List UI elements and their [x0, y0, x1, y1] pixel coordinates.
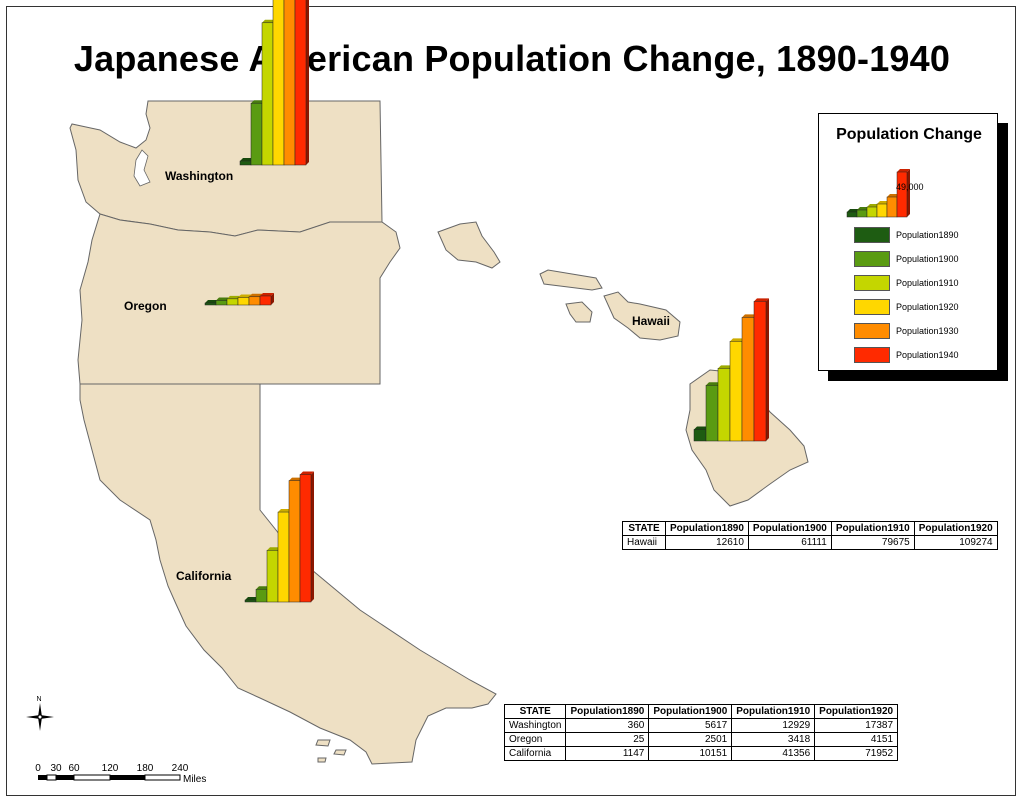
- table-header-cell: Population1910: [830, 521, 915, 536]
- legend-swatch: [854, 275, 890, 291]
- legend-sample-bars: [846, 169, 910, 218]
- legend-label: Population1940: [896, 350, 959, 360]
- kauai-island: [437, 221, 501, 269]
- table-row: Hawaii 12610 61111 79675 109274: [622, 535, 998, 550]
- table-cell: 1147: [565, 746, 650, 761]
- legend-item-1890: Population1890: [854, 227, 959, 243]
- table-cell-state: Washington: [503, 718, 567, 733]
- legend-sample-bar: [896, 169, 910, 218]
- table-cell-state: Hawaii: [622, 535, 666, 550]
- channel-island: [315, 739, 331, 747]
- table-header-cell: Population1920: [814, 704, 899, 719]
- north-arrow-icon: N: [26, 696, 54, 731]
- table-cell: 12929: [731, 718, 816, 733]
- scale-bar: 0 30 60 120 180 240 Miles: [35, 763, 206, 785]
- legend-swatch: [854, 227, 890, 243]
- table-cell: 4151: [814, 732, 899, 747]
- legend-swatch: [854, 251, 890, 267]
- hawaii-bar-chart: [693, 298, 769, 442]
- table-cell: 360: [565, 718, 650, 733]
- california-bar-chart: [244, 471, 314, 603]
- scale-tick-label: 60: [68, 763, 80, 774]
- scale-tick-label: 30: [50, 763, 62, 774]
- hawaii-label: Hawaii: [632, 314, 670, 328]
- legend-label: Population1910: [896, 278, 959, 288]
- map-title: Japanese American Population Change, 189…: [73, 38, 951, 79]
- compass-north-label: N: [36, 696, 41, 703]
- legend-swatch: [854, 347, 890, 363]
- table-header-cell: Population1890: [565, 704, 650, 719]
- table-cell: 3418: [731, 732, 816, 747]
- california-label: California: [176, 569, 232, 583]
- legend-sample-chart: [846, 169, 910, 218]
- table-cell: 79675: [830, 535, 915, 550]
- scale-unit: Miles: [183, 774, 206, 785]
- map-frame: [6, 6, 1016, 796]
- table-header-cell: Population1900: [648, 704, 733, 719]
- bar-oregon-5: [259, 292, 274, 306]
- table-cell-state: California: [503, 746, 567, 761]
- scale-tick-label: 180: [137, 763, 154, 774]
- legend-label: Population1900: [896, 254, 959, 264]
- mainland-population-table: STATE Population1890 Population1900 Popu…: [503, 704, 899, 761]
- table-cell: 25: [565, 732, 650, 747]
- legend-panel: Population Change 49,000 Population1890 …: [818, 113, 998, 371]
- table-header-cell: Population1890: [665, 521, 749, 536]
- legend-item-1940: Population1940: [854, 347, 959, 363]
- table-cell: 2501: [648, 732, 733, 747]
- table-cell: 109274: [913, 535, 998, 550]
- table-header-row: STATE Population1890 Population1900 Popu…: [503, 704, 899, 719]
- legend-label: Population1920: [896, 302, 959, 312]
- table-header-row: STATE Population1890 Population1900 Popu…: [622, 521, 998, 536]
- legend-title: Population Change: [836, 126, 982, 143]
- table-cell: 5617: [648, 718, 733, 733]
- legend-item-1920: Population1920: [854, 299, 959, 315]
- table-cell-state: Oregon: [503, 732, 567, 747]
- washington-label: Washington: [165, 169, 233, 183]
- table-header-cell: Population1900: [747, 521, 832, 536]
- bar-california-5: [299, 471, 314, 603]
- scale-tick-label: 120: [102, 763, 119, 774]
- table-cell: 71952: [814, 746, 899, 761]
- bar-washington-5: [294, 0, 309, 166]
- table-cell: 10151: [648, 746, 733, 761]
- legend-item-1930: Population1930: [854, 323, 959, 339]
- table-cell: 12610: [665, 535, 749, 550]
- table-cell: 41356: [731, 746, 816, 761]
- legend-swatch: [854, 323, 890, 339]
- legend-item-1900: Population1900: [854, 251, 959, 267]
- table-row: California 1147 10151 41356 71952: [503, 746, 899, 761]
- channel-island: [333, 749, 347, 756]
- table-header-cell: STATE: [503, 704, 567, 719]
- puget-sound-inlet: [133, 149, 151, 187]
- oahu-island: [539, 269, 603, 291]
- scale-tick-label: 0: [35, 763, 41, 774]
- legend-scale-value: 49,000: [896, 182, 924, 192]
- maui-island: [603, 291, 681, 341]
- table-header-cell: STATE: [622, 521, 666, 536]
- table-header-cell: Population1910: [731, 704, 816, 719]
- oregon-bar-chart: [204, 292, 274, 306]
- legend-swatch: [854, 299, 890, 315]
- table-header-cell: Population1920: [913, 521, 998, 536]
- table-row: Washington 360 5617 12929 17387: [503, 718, 899, 733]
- legend-item-1910: Population1910: [854, 275, 959, 291]
- hawaii-population-table: STATE Population1890 Population1900 Popu…: [622, 521, 998, 550]
- legend-label: Population1930: [896, 326, 959, 336]
- scale-tick-label: 240: [172, 763, 189, 774]
- washington-bar-chart: [239, 0, 309, 166]
- molokai-island: [565, 301, 593, 323]
- oregon-label: Oregon: [124, 299, 167, 313]
- table-cell: 61111: [747, 535, 832, 550]
- table-row: Oregon 25 2501 3418 4151: [503, 732, 899, 747]
- channel-island: [317, 757, 327, 763]
- table-cell: 17387: [814, 718, 899, 733]
- legend-label: Population1890: [896, 230, 959, 240]
- bar-hawaii-5: [753, 298, 769, 442]
